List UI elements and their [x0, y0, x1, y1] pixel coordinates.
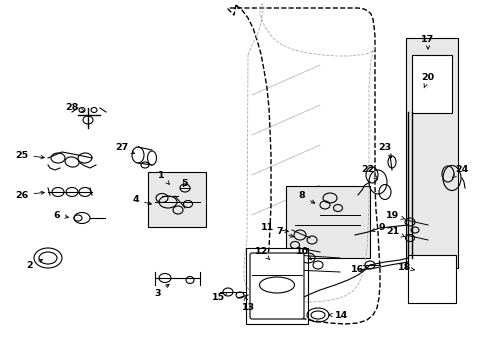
Text: 17: 17 — [421, 36, 434, 49]
Text: 19: 19 — [386, 211, 404, 220]
Text: 7: 7 — [276, 228, 293, 237]
Text: 26: 26 — [15, 190, 44, 199]
Bar — [148, 172, 205, 227]
Bar — [411, 55, 451, 113]
Text: 22: 22 — [361, 166, 377, 180]
FancyBboxPatch shape — [249, 253, 304, 319]
Bar — [285, 186, 369, 258]
Text: 8: 8 — [298, 192, 314, 203]
Text: 20: 20 — [421, 73, 434, 88]
Text: 3: 3 — [154, 284, 169, 297]
Text: 10: 10 — [295, 248, 311, 260]
Text: 4: 4 — [132, 195, 151, 205]
Text: 6: 6 — [54, 211, 68, 220]
Text: 2: 2 — [27, 259, 42, 270]
Text: 5: 5 — [182, 179, 188, 188]
Text: 21: 21 — [386, 228, 404, 237]
Text: 24: 24 — [452, 166, 468, 177]
Bar — [405, 38, 457, 268]
Text: 13: 13 — [241, 297, 254, 312]
Text: 25: 25 — [16, 150, 44, 159]
Text: 14: 14 — [328, 310, 348, 320]
Text: 27: 27 — [115, 144, 134, 154]
Text: 16: 16 — [351, 265, 367, 274]
Text: 1: 1 — [157, 171, 169, 184]
Bar — [407, 255, 455, 303]
Text: 11: 11 — [261, 224, 288, 233]
Text: 12: 12 — [255, 248, 269, 260]
Text: 23: 23 — [378, 144, 391, 158]
Text: 18: 18 — [398, 264, 414, 273]
Text: 15: 15 — [211, 292, 227, 302]
Text: 9: 9 — [371, 224, 385, 233]
Text: 28: 28 — [65, 104, 84, 112]
Bar — [245, 248, 307, 324]
